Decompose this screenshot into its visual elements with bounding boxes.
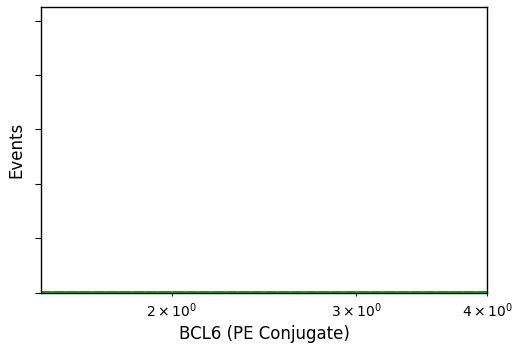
X-axis label: BCL6 (PE Conjugate): BCL6 (PE Conjugate) xyxy=(179,325,349,343)
Y-axis label: Events: Events xyxy=(7,122,25,178)
